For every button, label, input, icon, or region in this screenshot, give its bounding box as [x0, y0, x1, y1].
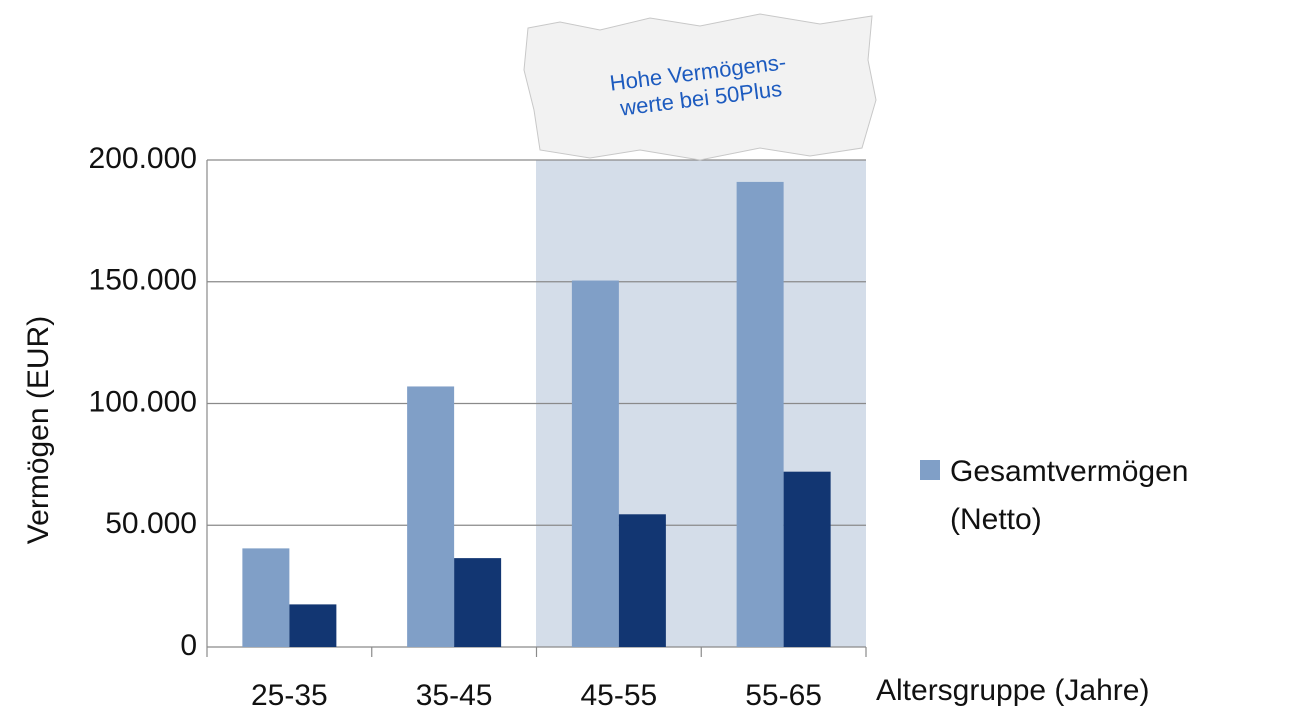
- y-tick-label: 150.000: [89, 264, 197, 297]
- bar: [571, 280, 619, 647]
- bar: [289, 604, 337, 647]
- legend: Gesamtvermögen (Netto): [920, 452, 1290, 544]
- bar: [454, 558, 502, 647]
- bar: [407, 386, 455, 647]
- x-tick-label: 25-35: [251, 679, 328, 712]
- x-axis-title: Altersgruppe (Jahre): [876, 674, 1149, 707]
- y-tick-label: 200.000: [89, 142, 197, 175]
- y-tick-label: 50.000: [105, 507, 197, 540]
- x-tick-label: 55-65: [745, 679, 822, 712]
- y-axis-title: Vermögen (EUR): [22, 316, 55, 544]
- plot: 0 50.000 100.000 150.000 200.000 25-35 35-45 45…: [89, 142, 867, 712]
- bar: [242, 548, 290, 647]
- bar: [618, 514, 666, 647]
- bar: [736, 181, 784, 648]
- x-tick-label: 45-55: [581, 679, 658, 712]
- x-tick-label: 35-45: [416, 679, 493, 712]
- bar: [783, 471, 831, 647]
- legend-swatch: [920, 460, 940, 480]
- y-tick-label: 100.000: [89, 385, 197, 418]
- y-tick-label: 0: [180, 629, 197, 662]
- legend-label: Gesamtvermögen (Netto): [950, 455, 1189, 536]
- paper-note: [523, 13, 877, 161]
